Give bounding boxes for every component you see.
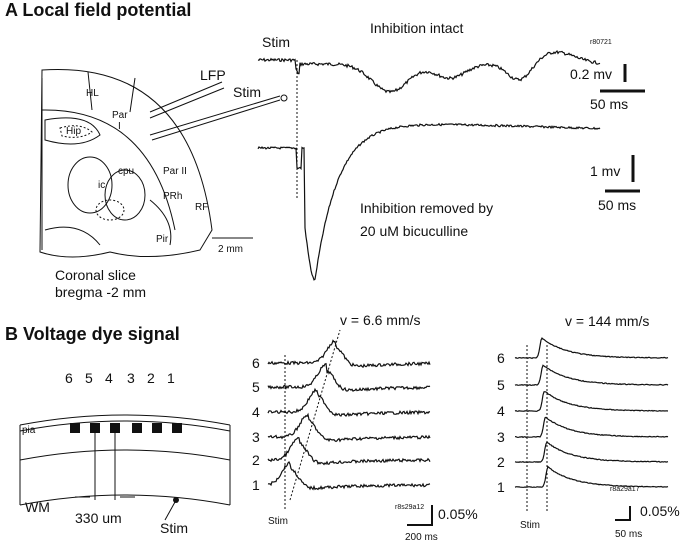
trace — [267, 339, 431, 369]
electrode — [149, 81, 225, 119]
region-label: Par — [112, 110, 128, 121]
trace-label: Inhibition intact — [370, 20, 464, 36]
trace — [514, 337, 669, 360]
trace — [514, 440, 669, 463]
channel-label: 5 — [85, 370, 93, 386]
trace — [514, 364, 669, 387]
region-label: RF — [195, 202, 208, 213]
scale-label: 2 mm — [218, 244, 243, 255]
panel-title: B Voltage dye signal — [5, 324, 180, 344]
trace-label: Inhibition removed by — [360, 200, 493, 216]
trace — [514, 391, 669, 413]
channel-label: 2 — [252, 452, 260, 468]
channel-label: 5 — [252, 379, 260, 395]
scale-label: 0.05% — [640, 503, 680, 519]
channel-label: 4 — [497, 403, 505, 419]
channel-label: 4 — [105, 370, 113, 386]
trace-id: r80721 — [590, 39, 612, 46]
stim-label: Stim — [520, 520, 540, 531]
channel-label: 6 — [65, 370, 73, 386]
region-label: Par II — [163, 166, 187, 177]
caption: bregma -2 mm — [55, 284, 146, 300]
trace — [514, 465, 669, 488]
recording-site — [152, 423, 162, 433]
region-label: I — [118, 121, 121, 132]
velocity-label: v = 144 mm/s — [565, 313, 649, 329]
scale-label: 0.05% — [438, 506, 478, 522]
trace — [514, 416, 669, 439]
wm-label: WM — [25, 499, 50, 515]
channel-label: 6 — [252, 355, 260, 371]
electrode — [149, 95, 281, 141]
channel-label: 3 — [497, 429, 505, 445]
recording-site — [90, 423, 100, 433]
channel-label: 3 — [252, 429, 260, 445]
channel-label: 3 — [127, 370, 135, 386]
region-label: PRh — [163, 191, 182, 202]
channel-label: 2 — [147, 370, 155, 386]
velocity-label: v = 6.6 mm/s — [340, 312, 421, 328]
region-label: cpu — [118, 166, 134, 177]
scale-label: 200 ms — [405, 532, 438, 543]
scale-label: 50 ms — [590, 96, 628, 112]
trace — [267, 460, 431, 491]
cortex-schematic — [19, 414, 231, 521]
trace-label: 20 uM bicuculline — [360, 223, 468, 239]
region-label: Pir — [156, 234, 169, 245]
trace — [257, 122, 601, 281]
channel-label: 1 — [167, 370, 175, 386]
trace — [267, 387, 431, 418]
trace-id: r8a29a17 — [610, 486, 640, 493]
channel-label: 1 — [497, 479, 505, 495]
trace — [267, 436, 431, 466]
trace — [267, 412, 431, 443]
stim-label: Stim — [160, 520, 188, 536]
channel-label: 2 — [497, 454, 505, 470]
electrode-label: LFP — [200, 67, 226, 83]
recording-site — [70, 423, 80, 433]
spacing-label: 330 um — [75, 510, 122, 526]
caption: Coronal slice — [55, 267, 136, 283]
pia-label: pia — [22, 425, 36, 436]
recording-site — [172, 423, 182, 433]
brain-slice — [39, 68, 213, 258]
recording-site — [132, 423, 142, 433]
scale-label: 50 ms — [598, 197, 636, 213]
velocity-line — [289, 329, 341, 501]
channel-label: 6 — [497, 350, 505, 366]
scale-label: 0.2 mv — [570, 66, 612, 82]
trace-id: r8s29a12 — [395, 504, 424, 511]
region-label: HL — [86, 88, 99, 99]
region-label: Hip — [66, 126, 81, 137]
stim-label: Stim — [268, 516, 288, 527]
scale-label: 50 ms — [615, 529, 642, 540]
region-label: ic — [98, 180, 105, 191]
trace — [257, 49, 601, 94]
channel-label: 4 — [252, 404, 260, 420]
trace — [267, 362, 431, 392]
channel-label: 5 — [497, 377, 505, 393]
recording-site — [110, 423, 120, 433]
scale-label: 1 mv — [590, 163, 620, 179]
stim-label: Stim — [262, 34, 290, 50]
panel-title: A Local field potential — [5, 0, 191, 20]
channel-label: 1 — [252, 477, 260, 493]
electrode-label: Stim — [233, 84, 261, 100]
